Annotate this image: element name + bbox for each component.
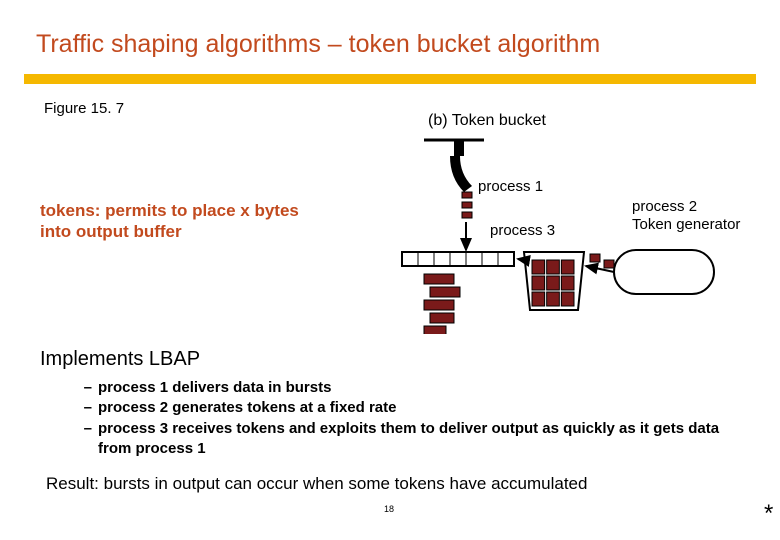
asterisk-icon: *: [764, 500, 773, 528]
bullet-item: –process 3 receives tokens and exploits …: [76, 419, 746, 460]
slide-title: Traffic shaping algorithms – token bucke…: [36, 30, 600, 59]
bullet-dash: –: [76, 398, 98, 418]
bullet-item: –process 2 generates tokens at a fixed r…: [76, 398, 746, 418]
bullet-text: process 2 generates tokens at a fixed ra…: [98, 398, 746, 418]
token-bucket-diagram: [394, 134, 734, 334]
figure-label: Figure 15. 7: [44, 100, 124, 117]
caption-b: (b) Token bucket: [428, 112, 546, 130]
tokens-note-line2: into output buffer: [40, 222, 182, 241]
bullet-list: –process 1 delivers data in bursts–proce…: [76, 378, 746, 459]
bullet-dash: –: [76, 419, 98, 460]
tokens-note-line1: tokens: permits to place x bytes: [40, 201, 299, 220]
implements-heading: Implements LBAP: [40, 348, 200, 371]
bullet-text: process 1 delivers data in bursts: [98, 378, 746, 398]
result-text: Result: bursts in output can occur when …: [46, 474, 587, 494]
tokens-permits-note: tokens: permits to place x bytes into ou…: [40, 200, 299, 243]
title-underline-bar: [24, 74, 756, 84]
slide-number: 18: [384, 504, 394, 514]
bullet-text: process 3 receives tokens and exploits t…: [98, 419, 746, 460]
bullet-item: –process 1 delivers data in bursts: [76, 378, 746, 398]
bullet-dash: –: [76, 378, 98, 398]
